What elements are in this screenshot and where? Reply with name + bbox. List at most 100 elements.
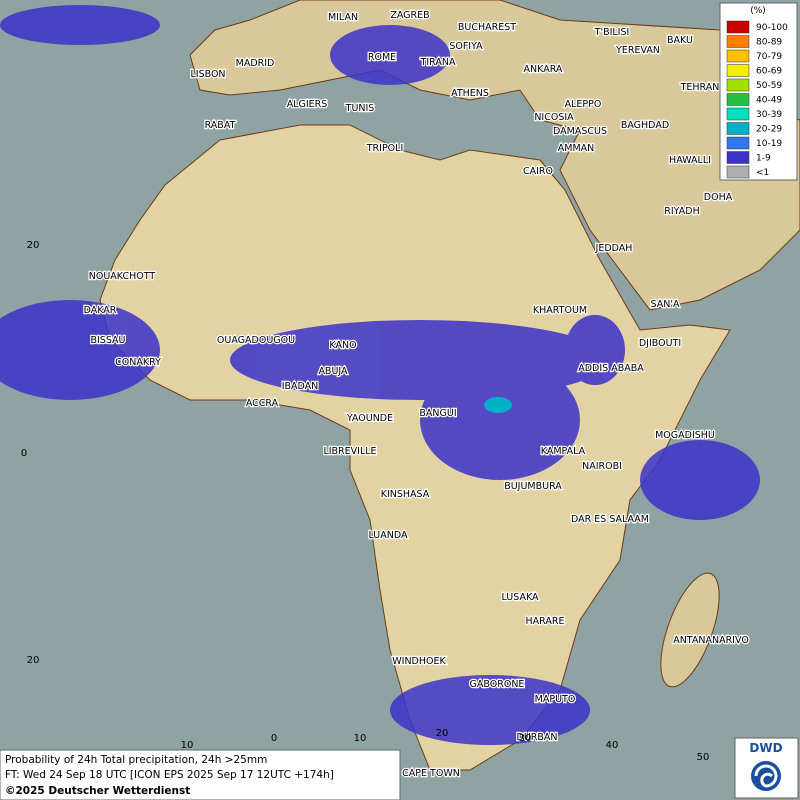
precip-area bbox=[565, 315, 625, 385]
city-label: KINSHASA bbox=[381, 489, 430, 500]
city-label: ZAGREB bbox=[390, 10, 429, 21]
precip-area bbox=[420, 360, 580, 480]
city-label: HAWALLI bbox=[669, 155, 711, 166]
legend-label: 20-29 bbox=[756, 125, 782, 135]
city-label: MAPUTO bbox=[535, 694, 576, 705]
legend-label: 70-79 bbox=[756, 52, 782, 62]
footer-line: Probability of 24h Total precipitation, … bbox=[5, 754, 267, 766]
legend-label: 50-59 bbox=[756, 81, 782, 91]
legend-label: <1 bbox=[756, 168, 769, 178]
city-label: TIRANA bbox=[420, 57, 456, 68]
city-label: DAKAR bbox=[84, 305, 117, 316]
precipitation bbox=[0, 5, 760, 745]
city-label: LISBON bbox=[190, 69, 225, 80]
city-label: ABUJA bbox=[318, 366, 348, 377]
logo-swirl bbox=[754, 764, 778, 788]
city-label: BAKU bbox=[667, 35, 693, 46]
grid-label: 40 bbox=[606, 740, 619, 751]
city-label: ROME bbox=[368, 52, 396, 63]
eurasia bbox=[189, 0, 800, 311]
city-label: LUSAKA bbox=[501, 592, 539, 603]
logo: DWD bbox=[749, 741, 782, 755]
city-label: ACCRA bbox=[246, 398, 279, 409]
legend-label: 40-49 bbox=[756, 96, 782, 106]
city-label: WINDHOEK bbox=[392, 656, 446, 667]
city-label: DOHA bbox=[704, 192, 733, 203]
precip-area bbox=[390, 675, 590, 745]
grid-label: 10 bbox=[354, 733, 367, 744]
city-label: NOUAKCHOTT bbox=[89, 271, 156, 282]
city-label: HARARE bbox=[526, 616, 565, 627]
grid-label: 30 bbox=[519, 733, 532, 744]
legend-label: 80-89 bbox=[756, 38, 782, 48]
city-label: DJIBOUTI bbox=[639, 338, 681, 349]
legend-label: 60-69 bbox=[756, 67, 782, 77]
city-label: OUAGADOUGOU bbox=[217, 335, 295, 346]
grid-label: 0 bbox=[21, 448, 27, 459]
legend-swatch bbox=[726, 151, 750, 164]
city-label: BUJUMBURA bbox=[504, 481, 562, 492]
footer-box bbox=[0, 749, 401, 800]
grid-label: 50 bbox=[697, 752, 710, 763]
legend-title: (%) bbox=[750, 6, 766, 16]
legend-swatch bbox=[726, 49, 750, 63]
grid-label: 0 bbox=[271, 733, 277, 744]
city-label: TRIPOLI bbox=[366, 143, 404, 154]
precip-area bbox=[640, 440, 760, 520]
city-label: NICOSIA bbox=[534, 112, 574, 123]
legend-label: 1-9 bbox=[756, 154, 771, 164]
grid-label: 20 bbox=[27, 240, 40, 251]
precip-area bbox=[0, 300, 160, 400]
city-label: KANO bbox=[329, 340, 356, 351]
legend-swatch bbox=[726, 20, 750, 34]
city-label: ANTANANARIVO bbox=[673, 635, 749, 646]
city-label: BUCHAREST bbox=[458, 22, 516, 33]
city-label: LIBREVILLE bbox=[323, 446, 376, 457]
legend-swatch bbox=[726, 136, 750, 150]
legend-label: 90-100 bbox=[756, 23, 788, 33]
legend-swatch bbox=[726, 64, 750, 77]
city-label: YAOUNDE bbox=[346, 413, 393, 424]
city-label: ATHENS bbox=[451, 88, 489, 99]
city-label: ALEPPO bbox=[565, 99, 602, 110]
city-label: ADDIS ABABA bbox=[578, 363, 644, 374]
city-label: BISSAU bbox=[90, 335, 125, 346]
city-label: MILAN bbox=[328, 12, 358, 23]
city-label: KHARTOUM bbox=[533, 305, 587, 316]
city-label: RIYADH bbox=[664, 206, 699, 217]
city-label: DAMASCUS bbox=[553, 126, 607, 137]
city-label: CAIRO bbox=[523, 166, 553, 177]
grid-label: 10 bbox=[181, 740, 194, 751]
city-label: AMMAN bbox=[558, 143, 595, 154]
city-label: ALGIERS bbox=[287, 99, 328, 110]
grid-label: 20 bbox=[436, 728, 449, 739]
footer-line: ©2025 Deutscher Wetterdienst bbox=[5, 785, 190, 797]
city-label: TUNIS bbox=[345, 103, 375, 114]
city-label: YEREVAN bbox=[615, 45, 660, 56]
precip-area bbox=[0, 5, 160, 45]
precip-core bbox=[484, 397, 512, 413]
city-label: TEHRAN bbox=[680, 82, 720, 93]
city-label: DURBAN bbox=[517, 732, 558, 743]
legend-swatch bbox=[726, 165, 750, 179]
city-label: NAIROBI bbox=[582, 461, 622, 472]
legend-swatch bbox=[726, 78, 750, 92]
city-label: T'BILISI bbox=[594, 27, 630, 38]
legend-swatch bbox=[726, 93, 750, 106]
city-label: BANGUI bbox=[419, 408, 456, 419]
city-label: SOFIYA bbox=[449, 41, 483, 52]
footer-line: FT: Wed 24 Sep 18 UTC [ICON EPS 2025 Sep… bbox=[5, 769, 334, 781]
precip-area bbox=[330, 25, 450, 85]
city-label: GABORONE bbox=[470, 679, 525, 690]
legend-swatch bbox=[726, 35, 750, 48]
city-label: ANKARA bbox=[524, 64, 563, 75]
legend-swatch bbox=[726, 122, 750, 135]
city-label: CONAKRY bbox=[115, 357, 161, 368]
madagascar bbox=[660, 572, 720, 688]
city-label: BAGHDAD bbox=[621, 120, 669, 131]
city-label: KAMPALA bbox=[541, 446, 586, 457]
city-label: IBADAN bbox=[282, 381, 319, 392]
city-label: RABAT bbox=[205, 120, 236, 131]
city-label: MADRID bbox=[236, 58, 275, 69]
